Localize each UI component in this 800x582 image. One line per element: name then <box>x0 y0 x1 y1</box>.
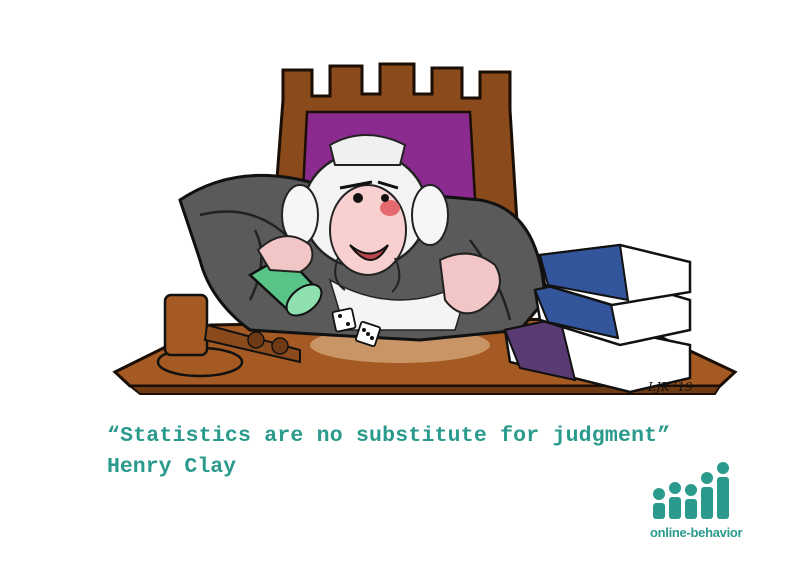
artist-signature: LJK ‘19 <box>648 380 693 394</box>
online-behavior-logo <box>653 462 729 519</box>
logo-text: online-behavior <box>650 525 743 540</box>
dice-cup <box>247 253 323 317</box>
quote-author: Henry Clay <box>107 455 237 479</box>
judge-left-hand <box>256 235 314 274</box>
dice <box>331 307 381 347</box>
judge-head <box>281 134 449 293</box>
quote-text: “Statistics are no substitute for judgme… <box>107 424 671 448</box>
book-stack <box>503 243 692 394</box>
judge-right-hand <box>438 252 501 315</box>
gavel <box>156 293 301 378</box>
